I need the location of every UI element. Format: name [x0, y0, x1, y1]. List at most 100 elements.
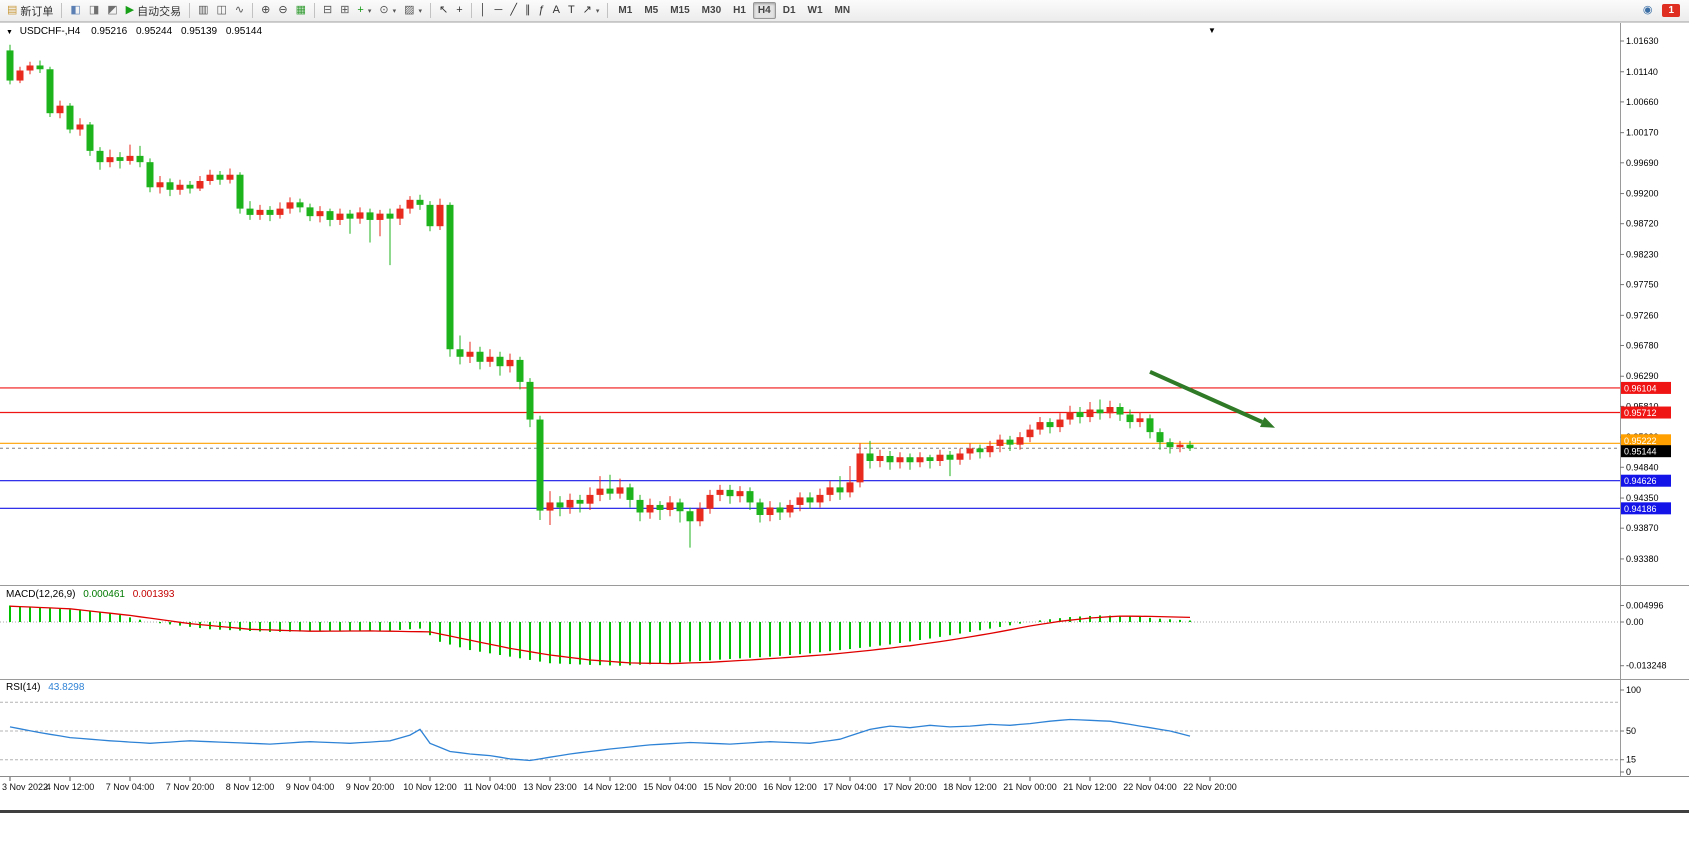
time-axis-label: 15 Nov 04:00 — [643, 782, 697, 792]
toolbar-separator — [189, 3, 191, 18]
time-axis-label: 17 Nov 20:00 — [883, 782, 937, 792]
collapse-triangle-icon[interactable]: ▼ — [6, 29, 13, 36]
trendline-icon: ╱ — [510, 4, 517, 16]
rsi-axis-label: 0 — [1626, 767, 1631, 777]
time-axis-label: 21 Nov 12:00 — [1063, 782, 1117, 792]
channel-icon[interactable]: ∥ — [521, 1, 535, 21]
arrows-icon[interactable]: ↗ ▾ — [579, 1, 604, 21]
autotrading-button-label: 自动交易 — [137, 5, 182, 18]
svg-text:0.94186: 0.94186 — [1624, 504, 1657, 514]
time-axis-label: 13 Nov 23:00 — [523, 782, 577, 792]
timeframe-m30[interactable]: M30 — [701, 5, 722, 16]
symbol-period-label: USDCHF-,H4 — [19, 26, 81, 37]
autotrading-button[interactable]: ▶ 自动交易 — [122, 1, 185, 21]
price-axis-label: 1.00660 — [1626, 97, 1659, 107]
line-chart-icon: ∿ — [234, 4, 245, 16]
timeframe-m1[interactable]: M1 — [618, 5, 633, 16]
macd-label: MACD(12,26,9) — [6, 589, 76, 600]
timeframe-mn[interactable]: MN — [834, 5, 851, 16]
zoom-out-icon[interactable]: ⊖ — [274, 1, 291, 21]
dropdown-caret-icon[interactable]: ▾ — [595, 7, 600, 15]
price-axis-label: 0.97260 — [1626, 310, 1659, 320]
price-tag: 0.94186 — [1621, 502, 1671, 515]
price-tag: 0.96104 — [1621, 381, 1671, 394]
chart-title: ▼ USDCHF-,H4 0.95216 0.95244 0.95139 0.9… — [6, 26, 268, 37]
templates-icon[interactable]: ▨ ▾ — [400, 1, 426, 21]
crosshair-icon[interactable]: + — [452, 1, 466, 21]
time-axis-label: 21 Nov 00:00 — [1003, 782, 1057, 792]
price-axis-label: 0.93380 — [1626, 554, 1659, 564]
text-label-icon[interactable]: T — [564, 1, 579, 21]
vertical-line-icon[interactable]: │ — [476, 1, 491, 21]
market-watch-icon: ◧ — [70, 4, 81, 16]
search-icon[interactable]: ◉ — [1639, 1, 1657, 21]
new-order-button-label: 新订单 — [20, 5, 54, 18]
macd-header: MACD(12,26,9) 0.000461 0.001393 — [6, 589, 174, 600]
trendline-icon[interactable]: ╱ — [506, 1, 521, 21]
timeframe-m15[interactable]: M15 — [670, 5, 690, 16]
time-axis-label: 7 Nov 04:00 — [106, 782, 155, 792]
dropdown-caret-icon[interactable]: ▾ — [418, 7, 423, 15]
svg-text:0.95222: 0.95222 — [1624, 436, 1657, 446]
navigator-icon: ◩ — [107, 4, 118, 16]
time-axis-label: 14 Nov 12:00 — [583, 782, 637, 792]
timeframe-d1[interactable]: D1 — [782, 5, 796, 16]
bar-chart-icon[interactable]: ▥ — [194, 1, 212, 21]
time-axis-label: 9 Nov 04:00 — [286, 782, 335, 792]
fibonacci-icon: ƒ — [538, 4, 545, 16]
notifications-badge[interactable]: 1 — [1662, 4, 1680, 17]
channel-icon: ∥ — [524, 4, 531, 16]
price-tag: 0.95144 — [1621, 445, 1671, 458]
time-axis-label: 8 Nov 12:00 — [226, 782, 275, 792]
market-watch-icon[interactable]: ◧ — [66, 1, 84, 21]
toolbar-separator — [252, 3, 254, 18]
tile-vertical-icon[interactable]: ⊞ — [336, 1, 353, 21]
svg-text:0.94626: 0.94626 — [1624, 476, 1657, 486]
dropdown-caret-icon[interactable]: ▾ — [367, 7, 372, 15]
macd-histogram — [9, 605, 1191, 666]
timeframe-h1[interactable]: H1 — [733, 5, 746, 16]
periods-icon[interactable]: ⊙ ▾ — [375, 1, 400, 21]
rsi-axis-label: 100 — [1626, 685, 1641, 695]
vertical-line-icon: │ — [479, 4, 487, 16]
timeframe-m5[interactable]: M5 — [644, 5, 659, 16]
trend-arrow[interactable] — [1149, 370, 1275, 428]
horizontal-line-icon[interactable]: ─ — [491, 1, 507, 21]
rsi-header: RSI(14) 43.8298 — [6, 682, 84, 693]
navigator-icon[interactable]: ◩ — [103, 1, 121, 21]
chart-shift-marker-icon[interactable]: ▼ — [1208, 26, 1216, 35]
dropdown-caret-icon[interactable]: ▾ — [392, 7, 397, 15]
line-chart-icon[interactable]: ∿ — [231, 1, 248, 21]
new-order-button[interactable]: ▤ 新订单 — [3, 1, 57, 21]
ohlc-low: 0.95139 — [180, 26, 218, 37]
fibonacci-icon[interactable]: ƒ — [534, 1, 548, 21]
text-icon[interactable]: A — [549, 1, 564, 21]
time-axis-label: 18 Nov 12:00 — [943, 782, 997, 792]
zoom-in-icon[interactable]: ⊕ — [257, 1, 274, 21]
tile-vertical-icon: ⊞ — [340, 4, 350, 16]
time-axis-label: 4 Nov 12:00 — [46, 782, 95, 792]
time-axis-label: 7 Nov 20:00 — [166, 782, 215, 792]
bar-chart-icon: ▥ — [198, 4, 209, 16]
price-tag: 0.95222 — [1621, 434, 1671, 447]
toolbar-separator — [430, 3, 432, 18]
time-axis-label: 3 Nov 2022 — [2, 782, 48, 792]
data-window-icon: ◨ — [88, 4, 100, 16]
arrows-icon: ↗ — [582, 4, 592, 16]
price-axis-label: 0.98720 — [1626, 219, 1659, 229]
price-axis-label: 0.93870 — [1626, 523, 1659, 533]
tile-horizontal-icon: ⊟ — [322, 4, 333, 16]
price-axis-label: 1.00170 — [1626, 128, 1659, 138]
rsi-label: RSI(14) — [6, 682, 41, 693]
macd-value: 0.000461 — [83, 589, 125, 600]
cursor-icon[interactable]: ↖ — [435, 1, 452, 21]
data-window-icon[interactable]: ◨ — [85, 1, 103, 21]
add-indicator-icon[interactable]: + ▾ — [353, 1, 375, 21]
tile-windows-icon[interactable]: ▦ — [292, 1, 310, 21]
candlestick-chart-icon[interactable]: ◫ — [213, 1, 231, 21]
tile-horizontal-icon[interactable]: ⊟ — [319, 1, 336, 21]
timeframe-w1[interactable]: W1 — [807, 5, 823, 16]
ohlc-high: 0.95244 — [136, 26, 173, 37]
timeframe-h4[interactable]: H4 — [752, 2, 776, 19]
